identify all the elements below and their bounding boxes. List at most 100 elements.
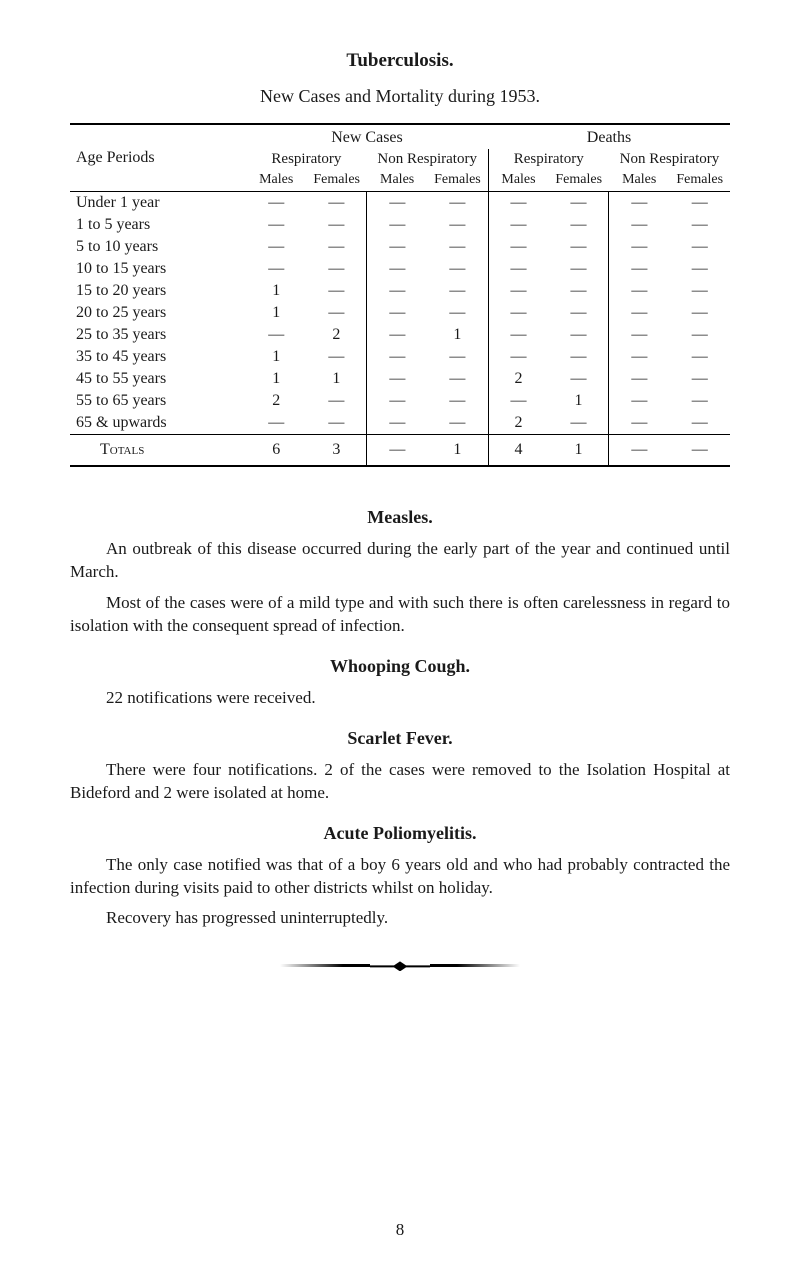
col-males: Males [488,170,548,192]
table-row: Under 1 year — — — — — — — — [70,192,730,215]
cell: — [246,192,306,215]
cell: — [306,192,366,215]
totals-row: Totals 6 3 — 1 4 1 — — [70,435,730,467]
table-row: 25 to 35 years — 2 — 1 — — — — [70,324,730,346]
cell: — [427,368,488,390]
cell: 1 [246,346,306,368]
cell: 1 [306,368,366,390]
cell: — [548,214,608,236]
cell: — [367,302,427,324]
cell: — [427,412,488,435]
col-males: Males [246,170,306,192]
cell: — [548,280,608,302]
table-row: 55 to 65 years 2 — — — — 1 — — [70,390,730,412]
cell: 1 [427,324,488,346]
cell: 2 [306,324,366,346]
cell: — [488,236,548,258]
totals-label: Totals [70,435,246,467]
age-label: 25 to 35 years [70,324,246,346]
cell: — [306,214,366,236]
cell: — [488,346,548,368]
section-divider-ornament [70,960,730,976]
polio-heading: Acute Poliomyelitis. [70,823,730,844]
table-row: 15 to 20 years 1 — — — — — — — [70,280,730,302]
scarlet-p1: There were four notifications. 2 of the … [70,759,730,805]
cell: — [609,390,669,412]
cell: — [669,258,730,280]
cell: — [306,412,366,435]
cell: — [367,412,427,435]
page-subtitle: New Cases and Mortality during 1953. [70,86,730,107]
sub-resp-deaths: Respiratory [488,149,609,170]
cell: — [669,302,730,324]
cell: — [367,346,427,368]
age-label: 10 to 15 years [70,258,246,280]
cell: — [669,280,730,302]
whooping-heading: Whooping Cough. [70,656,730,677]
cell: — [488,192,548,215]
cell: — [488,390,548,412]
cell: — [609,280,669,302]
age-label: 1 to 5 years [70,214,246,236]
cell: — [488,214,548,236]
cell: — [306,280,366,302]
cell: — [669,412,730,435]
age-label: Under 1 year [70,192,246,215]
cell: — [427,236,488,258]
cell: — [488,324,548,346]
table-row: 20 to 25 years 1 — — — — — — — [70,302,730,324]
cell: — [669,346,730,368]
cell: — [609,258,669,280]
total-cell: 3 [306,435,366,467]
cell: — [246,412,306,435]
table-row: 35 to 45 years 1 — — — — — — — [70,346,730,368]
cell: — [669,324,730,346]
cell: — [609,236,669,258]
cell: — [488,302,548,324]
age-label: 5 to 10 years [70,236,246,258]
cell: — [669,192,730,215]
measles-p1: An outbreak of this disease occurred dur… [70,538,730,584]
cell: — [669,368,730,390]
group-new-cases: New Cases [246,124,488,149]
cell: — [246,214,306,236]
cell: — [427,192,488,215]
cell: — [306,346,366,368]
cell: — [306,302,366,324]
whooping-p1: 22 notifications were received. [70,687,730,710]
cell: — [427,302,488,324]
cell: — [306,236,366,258]
col-males: Males [367,170,427,192]
cell: — [367,192,427,215]
col-females: Females [548,170,608,192]
cell: — [609,302,669,324]
col-males: Males [609,170,669,192]
cell: — [367,368,427,390]
total-cell: — [669,435,730,467]
cell: — [669,236,730,258]
sub-nonresp-deaths: Non Respiratory [609,149,730,170]
cell: — [609,324,669,346]
cell: 1 [246,280,306,302]
cell: 1 [548,390,608,412]
cell: 1 [246,368,306,390]
col-females: Females [427,170,488,192]
total-cell: 4 [488,435,548,467]
cell: — [488,280,548,302]
age-label: 45 to 55 years [70,368,246,390]
cell: — [609,368,669,390]
cell: 1 [246,302,306,324]
cell: — [427,346,488,368]
cell: — [367,324,427,346]
cell: — [609,412,669,435]
total-cell: — [609,435,669,467]
group-deaths: Deaths [488,124,730,149]
total-cell: 1 [548,435,608,467]
age-label: 35 to 45 years [70,346,246,368]
cell: — [367,214,427,236]
scarlet-heading: Scarlet Fever. [70,728,730,749]
age-label: 20 to 25 years [70,302,246,324]
age-label: 55 to 65 years [70,390,246,412]
cell: — [548,236,608,258]
sub-nonresp-newcases: Non Respiratory [367,149,488,170]
